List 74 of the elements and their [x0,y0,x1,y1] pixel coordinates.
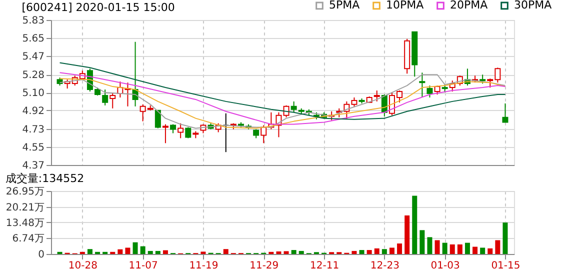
y-tick-label: 13.48万 [6,218,44,229]
bar [464,242,470,254]
candlestick [102,89,108,106]
bar [389,248,394,254]
bar [352,250,357,254]
y-tick-label: 4.73 [22,124,44,136]
bar [148,250,153,254]
x-tick-label: 12-11 [310,260,340,272]
legend-label: 5PMA [329,0,360,12]
y-tick-label: 4.55 [22,142,44,154]
bar [427,237,432,254]
bar [284,251,289,254]
x-tick-label: 12-23 [370,260,400,272]
bar [457,244,462,254]
y-tick-label: 4.37 [22,160,44,172]
y-tick-label: 5.65 [22,33,44,44]
bar [420,230,425,254]
y-tick-label: 5.83 [22,16,44,26]
bar [488,248,493,254]
candlestick [162,124,168,144]
bar [118,249,123,254]
bar [382,249,387,254]
bar [155,250,160,254]
bar [502,222,508,254]
bar [472,246,478,254]
legend-label: 30PMA [514,0,552,12]
bar [359,250,364,254]
line-series [59,62,506,120]
bar [495,240,500,254]
bar [132,242,138,254]
y-tick-label: 5.28 [22,70,44,82]
chart-title: [600241] 2020-01-15 15:00 [22,1,175,14]
x-tick-label: 11-07 [128,260,158,272]
y-tick-label: 20.21万 [6,202,44,214]
legend-label: 20PMA [450,0,488,12]
candlestick [290,100,297,113]
candlestick [426,85,433,98]
y-tick-label: 5.47 [22,51,44,62]
candlestick [178,122,184,139]
x-tick-label: 01-15 [491,260,520,272]
x-tick-label: 11-29 [250,260,279,272]
bar [397,243,402,254]
bar [450,244,455,254]
x-tick-label: 11-19 [189,260,218,272]
bar [480,248,486,254]
candlestick [374,90,380,102]
bar [298,250,304,254]
bar [291,250,296,254]
y-tick-label: 6.74万 [12,234,44,245]
bar [442,242,448,254]
y-tick-label: 5.10 [22,88,44,99]
bar [374,248,380,254]
candlestick [154,110,161,129]
candlestick [502,102,508,123]
candlestick [110,92,116,109]
bar [162,250,168,254]
bar [434,240,440,254]
bar [412,196,418,254]
bar [140,246,146,254]
x-tick-label: 01-03 [430,260,460,272]
legend-label: 10PMA [386,0,424,12]
y-tick-label: 0 [38,250,44,260]
candlestick [185,126,192,139]
y-tick-label: 26.95万 [6,186,44,198]
bar [366,250,372,254]
candlestick [419,72,426,98]
bar [276,251,282,254]
bar [125,248,130,254]
bar [87,249,92,254]
chart-title: 成交量:134552 [5,172,84,185]
bar [223,249,228,254]
y-tick-label: 4.92 [22,106,44,117]
x-tick-label: 10-28 [68,260,98,272]
bar [404,215,410,254]
